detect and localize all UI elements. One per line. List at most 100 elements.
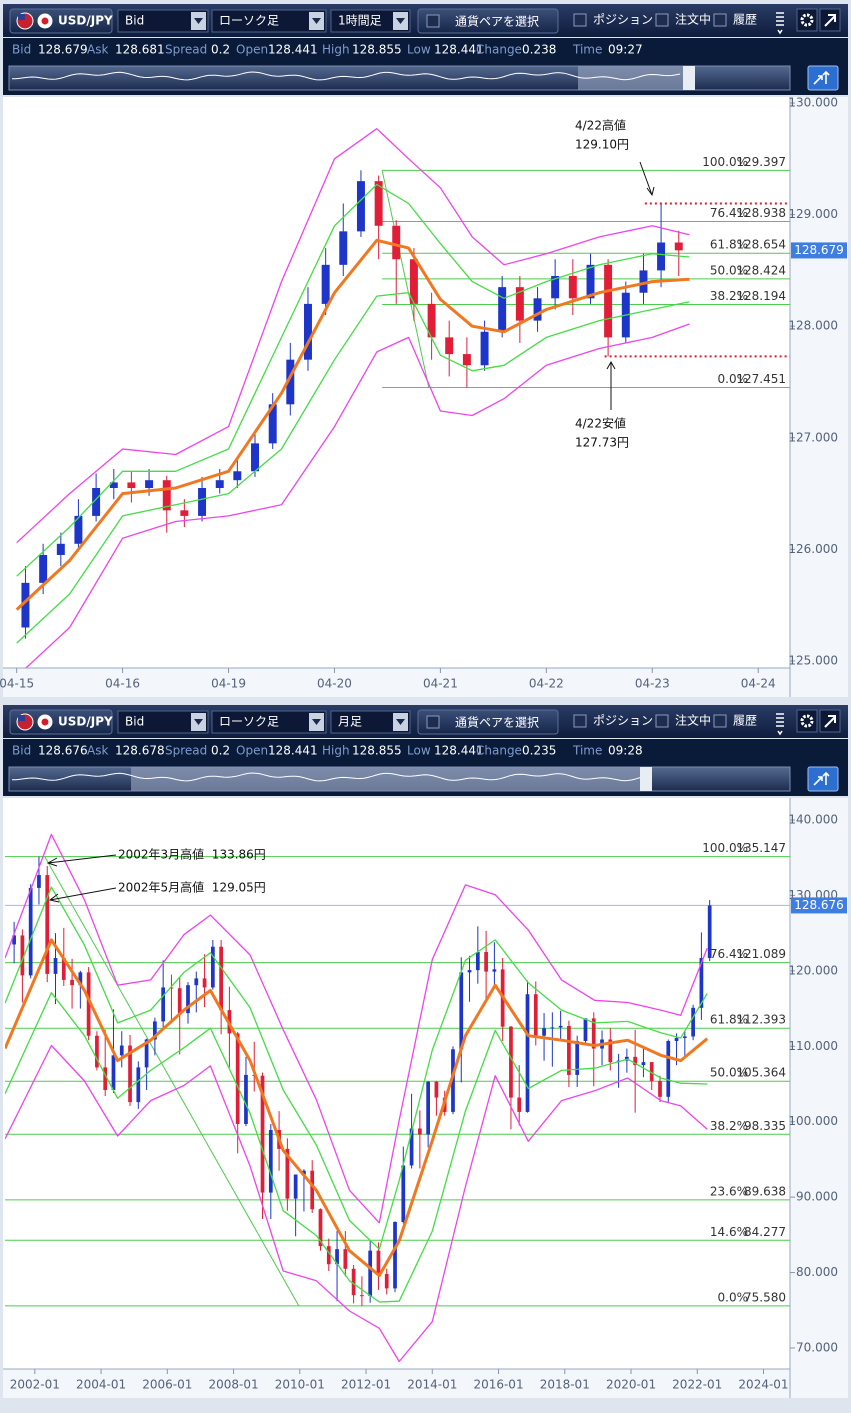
candle-body bbox=[434, 1081, 439, 1098]
checkbox[interactable] bbox=[713, 714, 727, 728]
candle-body bbox=[462, 354, 471, 366]
candle-body bbox=[95, 1035, 99, 1068]
candle-body bbox=[445, 337, 454, 355]
candle-body bbox=[699, 958, 704, 1008]
x-tick-label: 2018-01 bbox=[540, 1378, 590, 1392]
candle-body bbox=[302, 1170, 306, 1175]
x-tick-label: 04-23 bbox=[635, 677, 670, 691]
y-tick-label: 125.000 bbox=[788, 653, 838, 667]
pair-button[interactable] bbox=[9, 709, 113, 735]
timeframe-dropdown[interactable] bbox=[330, 9, 411, 33]
candle-body bbox=[657, 242, 666, 271]
fib-pct: 61.8% bbox=[710, 1013, 748, 1027]
quote-label: Time bbox=[572, 744, 602, 758]
candle-body bbox=[384, 1274, 389, 1289]
candle-body bbox=[533, 298, 542, 321]
candle-body bbox=[202, 978, 207, 988]
checkbox[interactable] bbox=[573, 714, 587, 728]
y-tick-label: 90.000 bbox=[796, 1190, 838, 1204]
checkbox[interactable] bbox=[655, 714, 669, 728]
quote-bar bbox=[3, 38, 848, 61]
y-axis-area bbox=[790, 97, 848, 697]
style-dropdown[interactable] bbox=[211, 9, 327, 33]
candle-body bbox=[286, 359, 295, 405]
candle-body bbox=[180, 510, 189, 516]
fib-pct: 61.8% bbox=[710, 238, 748, 252]
candle-body bbox=[409, 1128, 414, 1166]
fib-value: 121.089 bbox=[736, 947, 786, 961]
settings-icon bbox=[800, 13, 814, 27]
fib-value: 84.277 bbox=[744, 1225, 786, 1239]
timeframe-dropdown-arrow bbox=[396, 719, 405, 725]
price-dropdown[interactable] bbox=[117, 9, 209, 33]
indicator-line bbox=[5, 886, 708, 1250]
annotation-arrow bbox=[46, 854, 117, 867]
fib-value: 75.580 bbox=[744, 1290, 786, 1304]
candle-body bbox=[393, 1222, 397, 1289]
y-tick-label: 80.000 bbox=[796, 1265, 838, 1279]
checkbox-label: 注文中 bbox=[675, 713, 711, 728]
fib-value: 135.147 bbox=[736, 841, 786, 855]
candle-body bbox=[198, 488, 207, 516]
settings-button[interactable] bbox=[796, 8, 818, 32]
select-pair-button[interactable] bbox=[417, 709, 559, 735]
x-tick-label: 2012-01 bbox=[341, 1378, 391, 1392]
timeframe-dropdown[interactable] bbox=[330, 710, 411, 734]
checkbox[interactable] bbox=[713, 13, 727, 27]
menu-icon[interactable] bbox=[776, 12, 784, 35]
candle-body bbox=[233, 471, 242, 481]
candle-body bbox=[28, 887, 33, 976]
checkbox[interactable] bbox=[655, 13, 669, 27]
navigator-window[interactable] bbox=[131, 767, 652, 791]
quote-value: 128.855 bbox=[352, 43, 402, 57]
fib-pct: 76.4% bbox=[710, 947, 748, 961]
quote-label: Open bbox=[236, 43, 268, 57]
candle-body bbox=[119, 1045, 124, 1056]
style-dropdown[interactable] bbox=[211, 710, 327, 734]
candle-body bbox=[467, 970, 472, 973]
checkbox[interactable] bbox=[573, 13, 587, 27]
fib-pct: 38.2% bbox=[710, 289, 748, 303]
candle-body bbox=[339, 231, 348, 265]
indicator-line bbox=[25, 323, 690, 668]
quote-value: 128.679 bbox=[38, 43, 88, 57]
timeframe-dropdown-label: 月足 bbox=[338, 715, 362, 729]
select-pair-button[interactable] bbox=[417, 8, 559, 34]
candle-body bbox=[417, 1128, 422, 1135]
style-dropdown-label: ローソク足 bbox=[219, 14, 279, 28]
indicator-line bbox=[15, 238, 690, 611]
y-tick-label: 127.000 bbox=[788, 430, 838, 444]
select-pair-label: 通貨ペアを選択 bbox=[455, 14, 539, 29]
price-dropdown[interactable] bbox=[117, 710, 209, 734]
checkbox-label: 履歴 bbox=[733, 13, 757, 27]
candle-body bbox=[161, 987, 166, 1022]
chart-area bbox=[3, 798, 848, 1398]
pair-button[interactable] bbox=[9, 8, 113, 34]
annotation: 127.73円 bbox=[575, 436, 629, 450]
x-tick-label: 2024-01 bbox=[738, 1378, 788, 1392]
settings-button[interactable] bbox=[796, 709, 818, 733]
candle-body bbox=[409, 259, 418, 304]
quote-label: Spread bbox=[165, 43, 207, 57]
fib-pct: 100.0% bbox=[702, 155, 748, 169]
annotation-arrow bbox=[639, 161, 655, 197]
candle-body bbox=[374, 181, 383, 226]
annotation: 4/22高値 bbox=[575, 118, 626, 133]
menu-icon[interactable] bbox=[776, 713, 784, 736]
fib-value: 128.194 bbox=[736, 289, 786, 303]
navigator-button[interactable] bbox=[807, 65, 839, 91]
candle-body bbox=[392, 225, 401, 260]
candle-body bbox=[177, 988, 182, 1014]
candle-body bbox=[37, 875, 41, 888]
fib-pct: 0.0% bbox=[718, 1290, 749, 1304]
fib-value: 112.393 bbox=[736, 1013, 786, 1027]
timeframe-dropdown-label: 1時間足 bbox=[338, 14, 382, 28]
candle-body bbox=[492, 969, 497, 972]
candle-body bbox=[153, 1021, 157, 1040]
navigator-handle bbox=[640, 767, 652, 791]
navigator-button[interactable] bbox=[807, 766, 839, 792]
price-dropdown-arrow bbox=[194, 719, 203, 725]
x-tick-label: 2022-01 bbox=[672, 1378, 722, 1392]
candle-body bbox=[498, 287, 507, 332]
